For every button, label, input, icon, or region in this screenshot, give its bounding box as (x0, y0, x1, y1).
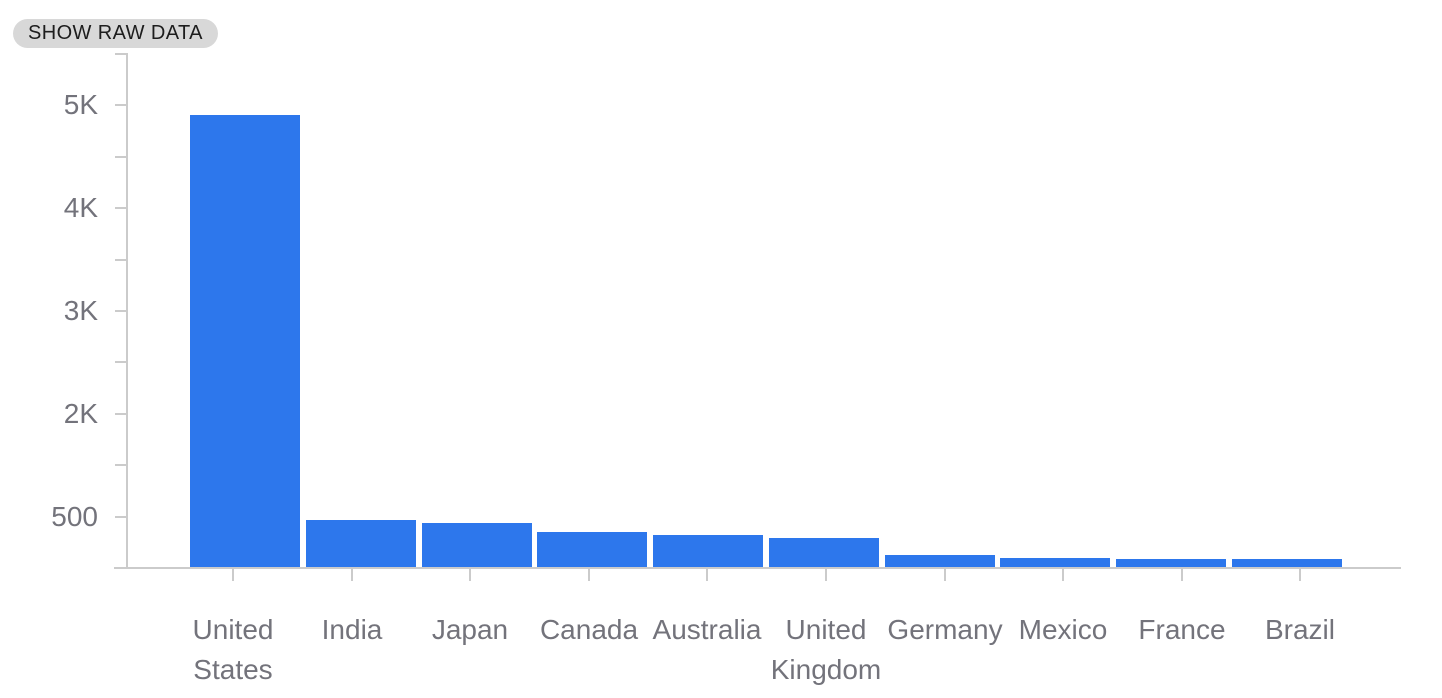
x-axis-tick (825, 569, 827, 581)
x-axis-tick (1299, 569, 1301, 581)
y-axis-tick (115, 516, 127, 518)
bar[interactable] (306, 520, 416, 567)
bar[interactable] (190, 115, 300, 567)
x-axis-tick (351, 569, 353, 581)
y-axis-tick-label: 3K (63, 295, 98, 326)
x-axis-label: France (1138, 614, 1226, 645)
x-axis-line (114, 567, 1401, 569)
x-axis-label: Australia (652, 614, 762, 645)
y-axis-tick (115, 259, 127, 261)
y-axis-tick (115, 464, 127, 466)
x-axis-tick (706, 569, 708, 581)
y-axis-tick (115, 53, 127, 55)
x-axis-label: Canada (539, 614, 639, 645)
y-axis-line (126, 53, 128, 569)
bar[interactable] (537, 532, 647, 567)
y-axis-tick (115, 361, 127, 363)
y-axis-tick (115, 310, 127, 312)
x-axis-label: India (321, 614, 383, 645)
x-axis-label: United Kingdom (770, 614, 882, 685)
x-axis-tick (944, 569, 946, 581)
bar[interactable] (769, 538, 879, 567)
x-axis-label: United States (192, 614, 274, 685)
y-axis-tick-label: 500 (51, 501, 98, 532)
y-axis-tick (115, 156, 127, 158)
x-axis-label: Germany (887, 614, 1003, 645)
y-axis-tick (115, 104, 127, 106)
bar[interactable] (1232, 559, 1342, 567)
x-axis-label: Brazil (1264, 614, 1335, 645)
show-raw-data-button[interactable]: SHOW RAW DATA (13, 19, 218, 48)
bar[interactable] (1116, 559, 1226, 567)
x-axis-tick (1062, 569, 1064, 581)
x-axis-tick (469, 569, 471, 581)
bar[interactable] (885, 555, 995, 567)
bar[interactable] (1000, 558, 1110, 567)
x-axis-tick (1181, 569, 1183, 581)
y-axis-tick-label: 4K (63, 192, 98, 223)
x-axis-tick (588, 569, 590, 581)
x-axis-label: Japan (431, 614, 509, 645)
y-axis-tick-label: 5K (63, 89, 98, 120)
bar[interactable] (653, 535, 763, 567)
y-axis-tick (115, 413, 127, 415)
y-axis-tick (115, 207, 127, 209)
y-axis-tick-label: 2K (63, 398, 98, 429)
x-axis-label: Mexico (1018, 614, 1108, 645)
x-axis-tick (232, 569, 234, 581)
bar[interactable] (422, 523, 532, 567)
